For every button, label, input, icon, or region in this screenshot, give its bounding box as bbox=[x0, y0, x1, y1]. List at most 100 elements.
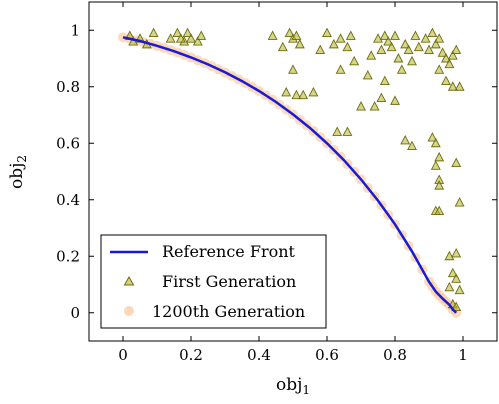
y-tick-label: 0.6 bbox=[56, 134, 80, 152]
point-first-generation bbox=[447, 50, 458, 60]
point-first-generation bbox=[434, 151, 445, 162]
point-first-generation bbox=[444, 281, 455, 292]
point-first-generation bbox=[390, 95, 400, 105]
point-first-generation bbox=[196, 30, 207, 40]
point-first-generation bbox=[400, 134, 411, 145]
point-first-generation bbox=[322, 27, 332, 38]
point-first-generation bbox=[376, 44, 387, 54]
point-first-generation bbox=[393, 53, 404, 63]
point-first-generation bbox=[379, 30, 390, 40]
point-first-generation bbox=[267, 30, 278, 40]
point-first-generation bbox=[379, 75, 390, 86]
legend-label-1200th-generation: 1200th Generation bbox=[152, 302, 305, 321]
point-first-generation bbox=[345, 30, 356, 40]
point-first-generation bbox=[434, 33, 445, 43]
point-first-generation bbox=[172, 27, 183, 38]
point-first-generation bbox=[342, 126, 353, 136]
x-tick-label: 0.6 bbox=[315, 346, 339, 364]
point-first-generation bbox=[288, 64, 298, 74]
legend-swatch-first-generation bbox=[123, 275, 135, 286]
point-first-generation bbox=[376, 92, 387, 103]
plot-frame bbox=[88, 1, 498, 342]
point-first-generation bbox=[403, 44, 414, 54]
point-first-generation bbox=[396, 64, 407, 74]
point-first-generation bbox=[430, 160, 441, 170]
y-axis-label-sub: 2 bbox=[15, 155, 29, 163]
point-first-generation bbox=[454, 197, 465, 207]
point-first-generation bbox=[386, 41, 397, 52]
x-axis-label-sub: 1 bbox=[302, 383, 310, 397]
point-first-generation bbox=[349, 55, 360, 66]
point-first-generation bbox=[332, 126, 343, 136]
point-first-generation bbox=[390, 30, 400, 40]
x-tick-label: 0.2 bbox=[179, 346, 203, 364]
point-first-generation bbox=[281, 86, 292, 97]
point-first-generation bbox=[369, 101, 380, 111]
point-first-generation bbox=[424, 44, 434, 54]
point-first-generation bbox=[441, 53, 451, 63]
point-first-generation bbox=[315, 44, 326, 54]
point-first-generation bbox=[192, 36, 203, 46]
point-first-generation bbox=[447, 267, 458, 278]
point-first-generation bbox=[284, 27, 295, 38]
y-axis-label: obj2 bbox=[7, 155, 29, 189]
y-tick-label: 0.2 bbox=[56, 247, 80, 265]
legend-box bbox=[100, 234, 327, 329]
point-first-generation bbox=[451, 44, 462, 54]
point-first-generation bbox=[182, 27, 193, 38]
point-first-generation bbox=[454, 284, 465, 295]
point-first-generation bbox=[444, 58, 455, 69]
legend-label-first-generation: First Generation bbox=[162, 272, 296, 291]
x-tick-label: 0 bbox=[118, 346, 128, 364]
point-first-generation bbox=[328, 38, 339, 49]
point-first-generation bbox=[342, 41, 353, 52]
point-first-generation bbox=[294, 38, 305, 49]
point-first-generation bbox=[420, 33, 431, 43]
point-first-generation bbox=[454, 81, 465, 91]
point-first-generation bbox=[148, 27, 159, 38]
point-first-generation bbox=[356, 101, 366, 111]
point-first-generation bbox=[407, 55, 417, 66]
point-first-generation bbox=[427, 27, 438, 38]
point-first-generation bbox=[383, 36, 394, 46]
point-first-generation bbox=[430, 38, 441, 49]
point-first-generation bbox=[335, 64, 346, 74]
x-tick-label: 0.8 bbox=[383, 346, 407, 364]
x-axis-label: obj1 bbox=[276, 375, 310, 397]
point-first-generation bbox=[410, 30, 421, 40]
point-first-generation bbox=[400, 38, 411, 49]
point-first-generation bbox=[434, 180, 445, 190]
point-first-generation bbox=[335, 33, 346, 43]
point-first-generation bbox=[291, 30, 302, 40]
y-tick-label: 0 bbox=[70, 304, 80, 322]
point-first-generation bbox=[427, 132, 438, 142]
point-first-generation bbox=[413, 41, 424, 52]
point-first-generation bbox=[298, 89, 309, 100]
x-tick-label: 0.4 bbox=[247, 346, 271, 364]
point-first-generation bbox=[430, 137, 441, 148]
y-tick-label: 0.8 bbox=[56, 78, 80, 96]
point-first-generation bbox=[308, 86, 319, 97]
point-first-generation bbox=[437, 47, 448, 57]
point-first-generation bbox=[444, 250, 455, 261]
y-tick-label: 1 bbox=[70, 21, 80, 39]
point-first-generation bbox=[451, 301, 462, 312]
x-tick-label: 1 bbox=[458, 346, 468, 364]
plot-layer bbox=[118, 27, 465, 318]
series-reference-front bbox=[122, 36, 458, 314]
point-first-generation bbox=[434, 64, 445, 74]
point-first-generation bbox=[407, 140, 417, 151]
y-axis: 0 0.2 0.4 0.6 0.8 1 bbox=[56, 21, 497, 322]
point-first-generation bbox=[451, 247, 462, 258]
series-first-generation bbox=[124, 27, 465, 312]
point-first-generation bbox=[447, 81, 458, 91]
point-first-generation bbox=[165, 33, 176, 43]
point-first-generation bbox=[451, 157, 462, 167]
point-first-generation bbox=[366, 50, 377, 60]
point-first-generation bbox=[175, 33, 186, 43]
legend-swatch-1200th-generation bbox=[124, 306, 134, 316]
point-first-generation bbox=[362, 69, 373, 80]
legend-label-reference-front: Reference Front bbox=[162, 242, 296, 261]
x-axis: 0 0.2 0.4 0.6 0.8 1 bbox=[118, 2, 468, 364]
